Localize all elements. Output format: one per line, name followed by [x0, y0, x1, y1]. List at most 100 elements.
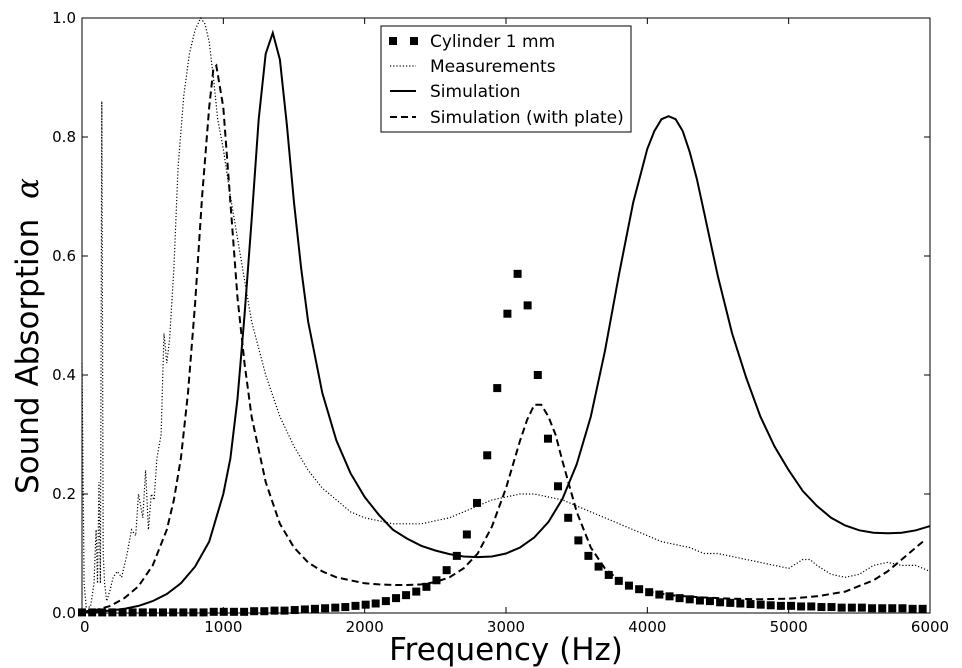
data-point — [584, 551, 593, 560]
data-point — [148, 608, 157, 617]
y-axis-title-text: Sound Absorption — [10, 219, 46, 494]
data-point — [918, 604, 927, 613]
data-point — [523, 301, 532, 310]
series-line-simulation — [81, 29, 931, 614]
series-cylinder-1-mm — [78, 269, 927, 617]
data-point — [817, 603, 826, 612]
data-point — [179, 608, 188, 617]
data-point — [675, 594, 684, 603]
data-point — [290, 606, 299, 615]
data-point — [270, 606, 279, 615]
data-point — [898, 604, 907, 613]
data-point — [787, 601, 796, 610]
legend-items: Cylinder 1 mm Measurements Simulation Simul… — [389, 32, 624, 128]
y-tick-label: 0.4 — [52, 366, 76, 384]
data-point — [807, 602, 816, 611]
data-point — [442, 566, 451, 575]
data-point — [574, 536, 583, 545]
data-point — [716, 598, 725, 607]
data-point — [321, 604, 330, 613]
data-point — [118, 608, 127, 617]
series-line-simulation-with-plate — [81, 63, 924, 613]
x-tick-label: 2000 — [346, 618, 384, 636]
data-point — [665, 592, 674, 601]
data-point — [462, 530, 471, 539]
data-point — [908, 604, 917, 613]
data-point — [797, 602, 806, 611]
legend-item: Cylinder 1 mm — [389, 32, 555, 52]
data-point — [554, 482, 563, 491]
data-point — [371, 599, 380, 608]
y-axis-title: Sound Absorption α — [10, 178, 46, 494]
data-point — [209, 607, 218, 616]
data-point — [138, 608, 147, 617]
x-tick-label: 5000 — [770, 618, 808, 636]
data-point — [402, 591, 411, 600]
data-point — [878, 604, 887, 613]
data-point — [604, 570, 613, 579]
data-point — [705, 597, 714, 606]
data-point — [341, 603, 350, 612]
data-point — [564, 513, 573, 522]
data-point — [513, 269, 522, 278]
data-point — [158, 608, 167, 617]
legend-marker — [410, 37, 418, 45]
data-point — [857, 603, 866, 612]
x-tick-label: 3000 — [487, 618, 525, 636]
data-point — [493, 384, 502, 393]
data-point — [331, 603, 340, 612]
data-point — [240, 607, 249, 616]
data-point — [756, 600, 765, 609]
data-point — [736, 599, 745, 608]
data-point — [533, 371, 542, 379]
data-point — [746, 600, 755, 609]
data-point — [827, 603, 836, 612]
legend-item: Measurements — [390, 57, 556, 77]
data-point — [726, 598, 735, 607]
legend-label: Measurements — [430, 57, 556, 77]
legend-label: Cylinder 1 mm — [430, 32, 555, 52]
data-point — [847, 603, 856, 612]
legend-frame — [380, 25, 632, 133]
data-point — [483, 451, 492, 460]
x-axis-title: Frequency (Hz) — [389, 632, 623, 668]
data-point — [260, 607, 269, 616]
data-point — [351, 601, 360, 610]
data-point — [361, 600, 370, 609]
data-point — [766, 601, 775, 610]
x-tick-label: 4000 — [628, 618, 666, 636]
series-layer — [78, 16, 931, 617]
data-point — [655, 590, 664, 599]
y-tick-label: 0.8 — [52, 128, 76, 146]
data-point — [695, 596, 704, 605]
y-tick-label: 0.2 — [52, 485, 76, 503]
data-point — [108, 608, 117, 617]
data-point — [189, 608, 198, 617]
data-point — [229, 607, 238, 616]
data-point — [432, 576, 441, 585]
series-line-measurements — [81, 16, 931, 608]
data-point — [392, 594, 401, 603]
legend: Cylinder 1 mm Measurements Simulation Simul… — [380, 25, 632, 133]
y-tick-label: 0.0 — [52, 604, 76, 622]
x-tick-label: 6000 — [911, 618, 949, 636]
data-point — [381, 597, 390, 606]
data-point — [250, 607, 259, 616]
data-point — [594, 562, 603, 571]
y-axis-title-symbol: α — [10, 178, 46, 199]
data-point — [128, 608, 137, 617]
data-point — [422, 582, 431, 591]
legend-item: Simulation (with plate) — [390, 108, 624, 128]
legend-label: Simulation — [430, 82, 521, 102]
y-tick-label: 1.0 — [52, 9, 76, 27]
data-point — [280, 606, 289, 615]
data-point — [837, 603, 846, 612]
data-point — [685, 595, 694, 604]
y-tick-label: 0.6 — [52, 247, 76, 265]
legend-marker — [389, 37, 397, 45]
data-point — [473, 498, 482, 507]
axes-layer: 0 1000 2000 3000 4000 5000 6000 0.0 0.2 0.4 0.6 0.8… — [52, 9, 949, 636]
x-tick-label: 1000 — [204, 618, 242, 636]
data-point — [412, 587, 421, 596]
